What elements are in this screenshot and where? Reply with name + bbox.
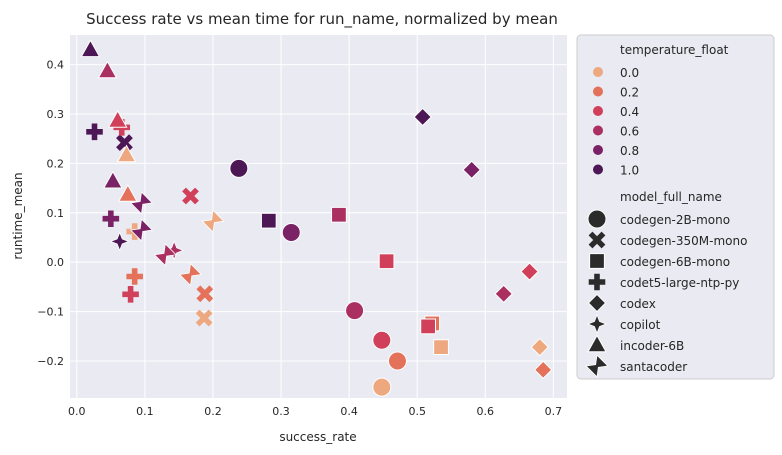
legend-style-label: santacoder [620,360,687,374]
data-point [433,339,449,356]
x-tick-label: 0.7 [545,405,563,418]
data-point [97,60,118,79]
legend-hue-swatch [593,125,603,136]
y-tick-label: −0.1 [37,306,64,319]
y-tick-labels: −0.2 −0.1 0.0 0.1 0.2 0.3 0.4 [37,59,64,368]
data-point [116,134,133,152]
data-point [413,107,432,127]
legend-style-marker [587,334,607,353]
y-tick-label: 0.3 [47,108,65,121]
data-point [103,170,123,189]
data-point [196,285,214,303]
legend-style-label: incoder-6B [620,339,684,353]
data-point [387,351,407,371]
legend-hue-label: 0.2 [620,86,639,100]
data-point [118,184,138,202]
legend-style-label: codex [620,297,656,311]
y-tick-label: 0.0 [47,256,65,269]
data-point [378,253,395,270]
data-point [116,144,137,163]
legend-style-marker [587,209,607,229]
data-point [530,337,550,357]
x-tick-label: 0.2 [204,405,222,418]
legend-style-label: copilot [620,318,661,332]
legend-hue-label: 0.4 [620,105,639,119]
legend-hue-label: 1.0 [620,164,639,178]
legend-hue-label: 0.0 [620,66,639,80]
legend-style-label: codegen-350M-mono [620,234,747,248]
legend-hue-swatch [593,145,603,155]
legend-hue-label: 0.6 [620,125,639,139]
legend-hue-title: temperature_float [620,43,729,57]
data-point [195,309,213,327]
legend-hue-label: 0.8 [620,144,639,158]
data-point [122,286,139,303]
data-point [80,39,101,58]
data-point [109,231,130,252]
x-axis-label: success_rate [279,430,356,444]
chart-title: Success rate vs mean time for run_name, … [86,10,558,29]
x-tick-label: 0.5 [408,405,426,418]
legend-style-marker [588,231,606,249]
x-tick-label: 0.0 [68,405,86,418]
data-point [201,209,225,233]
legend-style-marker [589,253,605,269]
data-point [129,218,154,242]
y-axis-label: runtime_mean [11,172,25,259]
x-tick-label: 0.4 [340,405,358,418]
data-point [420,318,436,335]
legend-hue-entries: 0.0 0.2 0.4 0.6 0.8 1.0 [593,66,639,178]
legend-style-marker [588,273,606,291]
legend-style-entries: codegen-2B-mono codegen-350M-mono codegen-… [585,209,747,378]
data-point [107,109,128,128]
data-point [126,268,143,285]
data-point [229,158,249,178]
data-point [331,206,347,223]
data-point [345,301,365,321]
legend-hue-swatch [593,86,603,97]
x-tick-label: 0.6 [477,405,495,418]
data-point [462,160,481,180]
y-tick-label: 0.4 [47,59,65,72]
data-point [178,262,203,287]
legend: temperature_float model_full_name 0.0 0.2… [576,34,775,380]
data-point [533,360,553,380]
data-point [260,212,277,229]
legend-style-marker [585,354,609,378]
legend-style-marker [586,313,608,335]
legend-style-label: codet5-large-ntp-py [620,276,739,290]
y-tick-label: 0.2 [47,157,65,170]
x-tick-labels: 0.0 0.1 0.2 0.3 0.4 0.5 0.6 0.7 [68,405,562,418]
y-tick-label: 0.1 [47,207,65,220]
y-tick-label: −0.2 [37,355,64,368]
legend-style-label: codegen-6B-mono [620,255,730,269]
data-point [372,330,392,350]
data-point [494,284,513,304]
x-tick-label: 0.3 [272,405,290,418]
data-point [86,123,103,141]
legend-style-title: model_full_name [620,190,722,204]
legend-style-label: codegen-2B-mono [620,213,730,227]
data-point [182,187,199,205]
legend-style-marker [587,293,607,313]
data-point [372,377,392,397]
data-point [102,210,120,228]
x-tick-label: 0.1 [136,405,154,418]
legend-hue-swatch [593,164,603,175]
data-point [281,223,301,243]
legend-hue-swatch [593,67,603,77]
data-point [153,243,177,267]
data-points [80,39,553,397]
data-point [520,262,539,281]
data-point [129,191,154,215]
plot-area [70,35,567,398]
legend-box [576,34,775,380]
legend-hue-swatch [593,106,603,116]
grid-lines [70,35,567,398]
